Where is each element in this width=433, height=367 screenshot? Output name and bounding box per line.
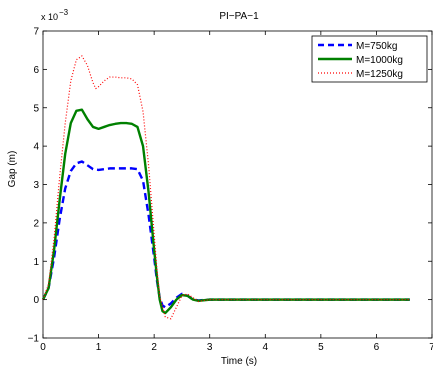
x-tick-label: 5 <box>318 342 324 353</box>
legend-label-1000: M=1000kg <box>356 55 403 66</box>
series-line-3 <box>42 55 410 320</box>
y-tick-label: 0 <box>33 295 39 306</box>
x-tick-label: 4 <box>263 342 269 353</box>
y-tick-label: 1 <box>33 257 39 268</box>
y-tick-label: 2 <box>33 218 39 229</box>
x-tick-label: 0 <box>40 342 46 353</box>
series-layer <box>41 55 410 320</box>
legend: M=750kg M=1000kg M=1250kg <box>311 35 428 83</box>
y-exponent-base: x 10 <box>41 12 58 22</box>
x-axis-label: Time (s) <box>221 356 257 367</box>
y-tick-label: 3 <box>33 180 39 191</box>
x-tick-label: 7 <box>429 342 433 353</box>
x-tick-label: 2 <box>151 342 157 353</box>
series-line-2 <box>41 108 410 315</box>
y-exponent-power: −3 <box>59 8 69 17</box>
y-tick-label: −1 <box>28 334 40 345</box>
y-tick-label: 4 <box>33 142 39 153</box>
chart-title: PI−PA−1 <box>219 11 259 22</box>
x-tick-label: 1 <box>96 342 102 353</box>
legend-label-750: M=750kg <box>356 41 397 52</box>
x-tick-label: 6 <box>374 342 380 353</box>
x-tick-label: 3 <box>207 342 213 353</box>
y-axis-label: Gap (m) <box>7 151 18 188</box>
legend-label-1250: M=1250kg <box>356 69 403 80</box>
y-tick-label: 6 <box>33 65 39 76</box>
y-tick-label: 5 <box>33 103 39 114</box>
y-tick-label: 7 <box>33 27 39 38</box>
